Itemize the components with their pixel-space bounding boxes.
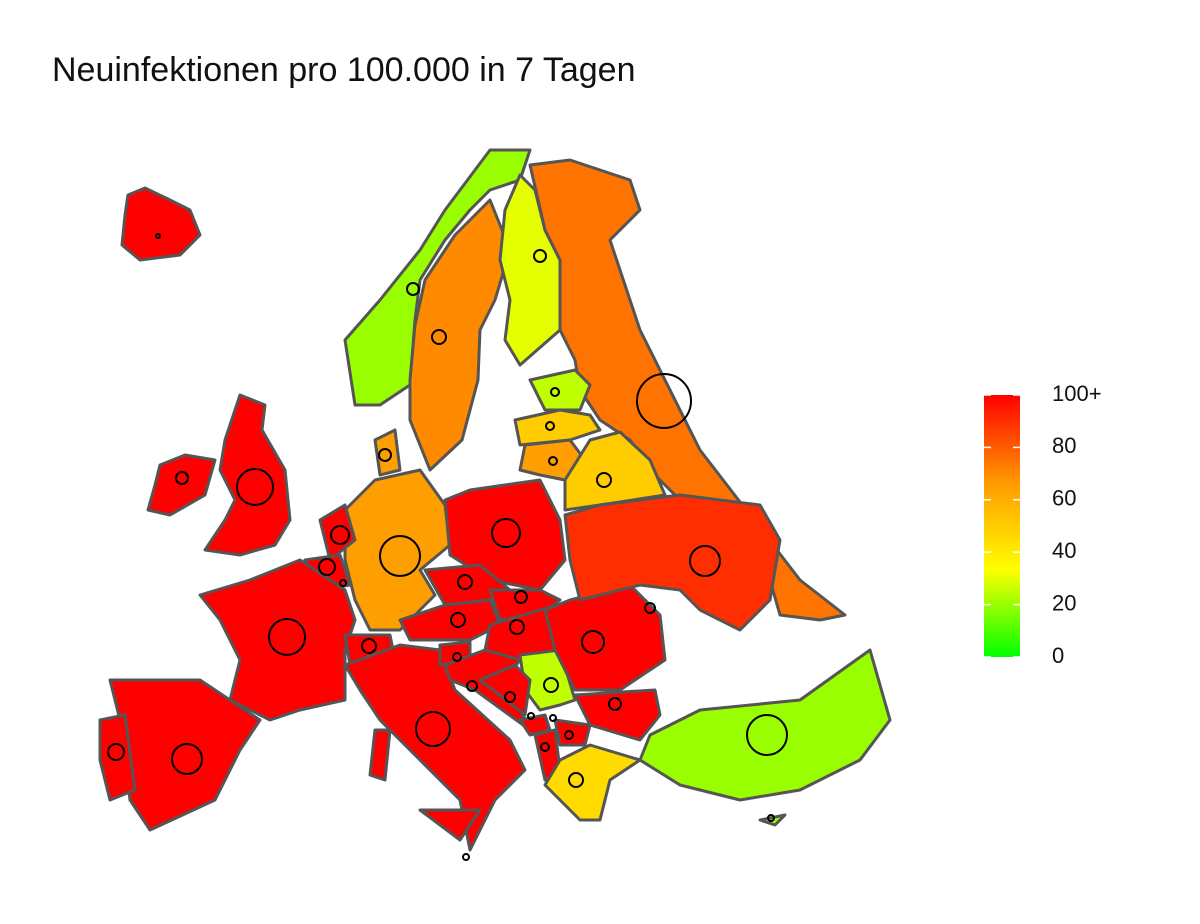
population-circle <box>644 602 656 614</box>
population-circle <box>548 456 558 466</box>
population-circle <box>406 282 420 296</box>
colorbar <box>984 395 1020 657</box>
population-circle <box>378 448 392 462</box>
region <box>203 393 292 557</box>
population-circle <box>452 652 462 662</box>
population-circle <box>107 743 125 761</box>
colorbar-label: 40 <box>1052 538 1076 563</box>
population-circle <box>462 853 470 861</box>
colorbar-label: 80 <box>1052 433 1076 458</box>
colorbar-label: 60 <box>1052 486 1076 511</box>
region <box>98 713 137 802</box>
population-circle <box>155 233 161 239</box>
population-circle <box>596 472 612 488</box>
population-circle <box>564 730 574 740</box>
colorbar-label: 0 <box>1052 643 1064 668</box>
region <box>368 728 392 782</box>
population-circle <box>746 714 788 756</box>
region <box>120 186 202 262</box>
region <box>318 503 357 562</box>
population-circle <box>550 387 560 397</box>
population-circle <box>361 638 377 654</box>
region <box>408 198 512 472</box>
population-circle <box>549 714 557 722</box>
region <box>543 743 642 822</box>
region <box>343 468 452 632</box>
population-circle <box>509 619 525 635</box>
population-circle <box>540 742 550 752</box>
region <box>418 808 482 842</box>
region <box>146 453 217 517</box>
population-circle <box>175 471 189 485</box>
region <box>563 493 782 632</box>
region <box>373 428 402 477</box>
population-circle <box>491 518 521 548</box>
population-circle <box>431 329 447 345</box>
region <box>443 478 567 592</box>
population-circle <box>450 612 466 628</box>
population-circle <box>504 691 516 703</box>
population-circle <box>466 680 478 692</box>
region <box>198 558 357 722</box>
population-circle <box>379 535 421 577</box>
region <box>563 430 667 512</box>
population-circle <box>568 772 584 788</box>
population-circle <box>689 545 721 577</box>
colorbar-label: 20 <box>1052 590 1076 615</box>
population-circle <box>767 814 775 822</box>
population-circle <box>514 590 528 604</box>
region <box>478 663 532 717</box>
population-circle <box>543 677 559 693</box>
population-circle <box>527 712 535 720</box>
population-circle <box>608 697 622 711</box>
population-circle <box>330 525 350 545</box>
population-circle <box>415 711 451 747</box>
population-circle <box>533 249 547 263</box>
population-circle <box>457 574 473 590</box>
region <box>513 408 602 447</box>
colorbar-label: 100+ <box>1052 381 1102 406</box>
population-circle <box>171 743 203 775</box>
population-circle <box>236 468 274 506</box>
region <box>343 148 532 407</box>
population-circle <box>268 618 306 656</box>
region <box>528 368 592 412</box>
population-circle <box>545 421 555 431</box>
region <box>573 688 662 742</box>
population-circle <box>636 373 692 429</box>
map-title: Neuinfektionen pro 100.000 in 7 Tagen <box>52 51 636 89</box>
population-circle <box>581 630 605 654</box>
population-circle <box>339 579 347 587</box>
region <box>638 648 892 802</box>
population-circle <box>318 558 336 576</box>
